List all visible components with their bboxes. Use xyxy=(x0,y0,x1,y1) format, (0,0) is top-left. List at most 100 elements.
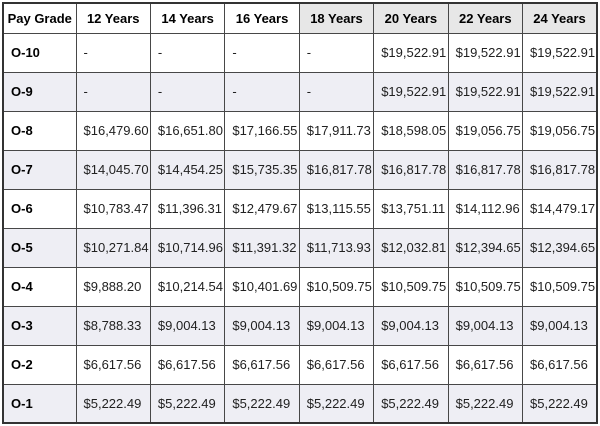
pay-value-cell: $5,222.49 xyxy=(149,383,226,424)
pay-value-cell: - xyxy=(224,32,300,73)
pay-grade-cell: O-5 xyxy=(2,227,77,268)
column-header-24-years: 24 Years xyxy=(522,2,598,34)
column-header-16-years: 16 Years xyxy=(224,2,300,34)
column-header-22-years: 22 Years xyxy=(447,2,524,34)
pay-value-cell: $10,783.47 xyxy=(75,188,151,229)
pay-value-cell: $9,004.13 xyxy=(373,305,449,346)
pay-value-cell: - xyxy=(75,71,151,112)
table-row: O-8 $16,479.60 $16,651.80 $17,166.55 $17,911… xyxy=(2,110,598,151)
pay-value-cell: $14,454.25 xyxy=(149,149,226,190)
pay-value-cell: - xyxy=(149,71,226,112)
pay-value-cell: $6,617.56 xyxy=(224,344,300,385)
pay-grade-cell: O-3 xyxy=(2,305,77,346)
column-header-14-years: 14 Years xyxy=(149,2,226,34)
table-row: O-7 $14,045.70 $14,454.25 $15,735.35 $16,817… xyxy=(2,149,598,190)
pay-value-cell: $12,479.67 xyxy=(224,188,300,229)
table-row: O-4 $9,888.20 $10,214.54 $10,401.69 $10,509.… xyxy=(2,266,598,307)
pay-value-cell: $11,713.93 xyxy=(298,227,375,268)
pay-value-cell: $16,651.80 xyxy=(149,110,226,151)
pay-value-cell: $10,509.75 xyxy=(447,266,524,307)
pay-value-cell: $14,112.96 xyxy=(447,188,524,229)
pay-value-cell: $19,056.75 xyxy=(447,110,524,151)
pay-value-cell: $13,751.11 xyxy=(373,188,449,229)
pay-value-cell: $15,735.35 xyxy=(224,149,300,190)
pay-value-cell: $12,394.65 xyxy=(522,227,598,268)
pay-value-cell: $6,617.56 xyxy=(149,344,226,385)
pay-value-cell: $14,479.17 xyxy=(522,188,598,229)
pay-value-cell: - xyxy=(149,32,226,73)
pay-value-cell: $9,004.13 xyxy=(298,305,375,346)
pay-value-cell: $16,817.78 xyxy=(447,149,524,190)
pay-value-cell: $10,271.84 xyxy=(75,227,151,268)
pay-table-body: O-10- - - - $19,522.91 $19,522.91 $19,522.91 O-… xyxy=(2,32,598,424)
pay-value-cell: $6,617.56 xyxy=(75,344,151,385)
pay-value-cell: $19,522.91 xyxy=(447,71,524,112)
pay-value-cell: $6,617.56 xyxy=(373,344,449,385)
header-row: Pay Grade 12 Years 14 Years 16 Years 18 … xyxy=(2,2,598,34)
pay-value-cell: $16,817.78 xyxy=(298,149,375,190)
column-header-12-years: 12 Years xyxy=(75,2,151,34)
pay-value-cell: $5,222.49 xyxy=(75,383,151,424)
pay-value-cell: $10,714.96 xyxy=(149,227,226,268)
pay-grade-cell: O-9 xyxy=(2,71,77,112)
pay-value-cell: $14,045.70 xyxy=(75,149,151,190)
pay-value-cell: $16,479.60 xyxy=(75,110,151,151)
pay-value-cell: $9,888.20 xyxy=(75,266,151,307)
table-row: O-3 $8,788.33 $9,004.13 $9,004.13 $9,004.13 $… xyxy=(2,305,598,346)
pay-value-cell: - xyxy=(298,32,375,73)
pay-value-cell: $9,004.13 xyxy=(522,305,598,346)
pay-value-cell: - xyxy=(224,71,300,112)
pay-value-cell: $11,391.32 xyxy=(224,227,300,268)
pay-value-cell: $8,788.33 xyxy=(75,305,151,346)
pay-value-cell: $12,394.65 xyxy=(447,227,524,268)
pay-value-cell: $17,911.73 xyxy=(298,110,375,151)
pay-value-cell: $19,522.91 xyxy=(447,32,524,73)
pay-value-cell: $16,817.78 xyxy=(522,149,598,190)
pay-value-cell: $19,522.91 xyxy=(373,32,449,73)
pay-value-cell: $13,115.55 xyxy=(298,188,375,229)
pay-value-cell: $19,522.91 xyxy=(373,71,449,112)
pay-value-cell: $16,817.78 xyxy=(373,149,449,190)
pay-value-cell: - xyxy=(75,32,151,73)
pay-value-cell: $9,004.13 xyxy=(149,305,226,346)
pay-value-cell: $19,522.91 xyxy=(522,71,598,112)
table-row: O-2 $6,617.56 $6,617.56 $6,617.56 $6,617.56 $… xyxy=(2,344,598,385)
pay-value-cell: $11,396.31 xyxy=(149,188,226,229)
pay-value-cell: $5,222.49 xyxy=(447,383,524,424)
pay-value-cell: $17,166.55 xyxy=(224,110,300,151)
pay-value-cell: $9,004.13 xyxy=(447,305,524,346)
pay-value-cell: $6,617.56 xyxy=(447,344,524,385)
table-row: O-1 $5,222.49 $5,222.49 $5,222.49 $5,222.49 $… xyxy=(2,383,598,424)
pay-value-cell: $5,222.49 xyxy=(522,383,598,424)
pay-value-cell: $6,617.56 xyxy=(298,344,375,385)
table-row: O-9- - - - $19,522.91 $19,522.91 $19,522.91 xyxy=(2,71,598,112)
pay-grade-cell: O-2 xyxy=(2,344,77,385)
pay-grade-cell: O-8 xyxy=(2,110,77,151)
table-row: O-6 $10,783.47 $11,396.31 $12,479.67 $13,115… xyxy=(2,188,598,229)
column-header-pay-grade: Pay Grade xyxy=(2,2,77,34)
pay-grade-cell: O-4 xyxy=(2,266,77,307)
pay-value-cell: $5,222.49 xyxy=(298,383,375,424)
pay-value-cell: $19,522.91 xyxy=(522,32,598,73)
column-header-18-years: 18 Years xyxy=(298,2,375,34)
table-row: O-10- - - - $19,522.91 $19,522.91 $19,522.91 xyxy=(2,32,598,73)
pay-value-cell: - xyxy=(298,71,375,112)
pay-value-cell: $10,509.75 xyxy=(373,266,449,307)
pay-value-cell: $10,214.54 xyxy=(149,266,226,307)
column-header-20-years: 20 Years xyxy=(373,2,449,34)
pay-value-cell: $19,056.75 xyxy=(522,110,598,151)
pay-grade-cell: O-6 xyxy=(2,188,77,229)
pay-value-cell: $5,222.49 xyxy=(373,383,449,424)
pay-value-cell: $10,509.75 xyxy=(522,266,598,307)
pay-value-cell: $18,598.05 xyxy=(373,110,449,151)
pay-value-cell: $12,032.81 xyxy=(373,227,449,268)
pay-value-cell: $6,617.56 xyxy=(522,344,598,385)
table-row: O-5 $10,271.84 $10,714.96 $11,391.32 $11,713… xyxy=(2,227,598,268)
pay-value-cell: $5,222.49 xyxy=(224,383,300,424)
pay-grade-cell: O-1 xyxy=(2,383,77,424)
pay-value-cell: $10,401.69 xyxy=(224,266,300,307)
pay-value-cell: $10,509.75 xyxy=(298,266,375,307)
pay-grade-cell: O-10 xyxy=(2,32,77,73)
